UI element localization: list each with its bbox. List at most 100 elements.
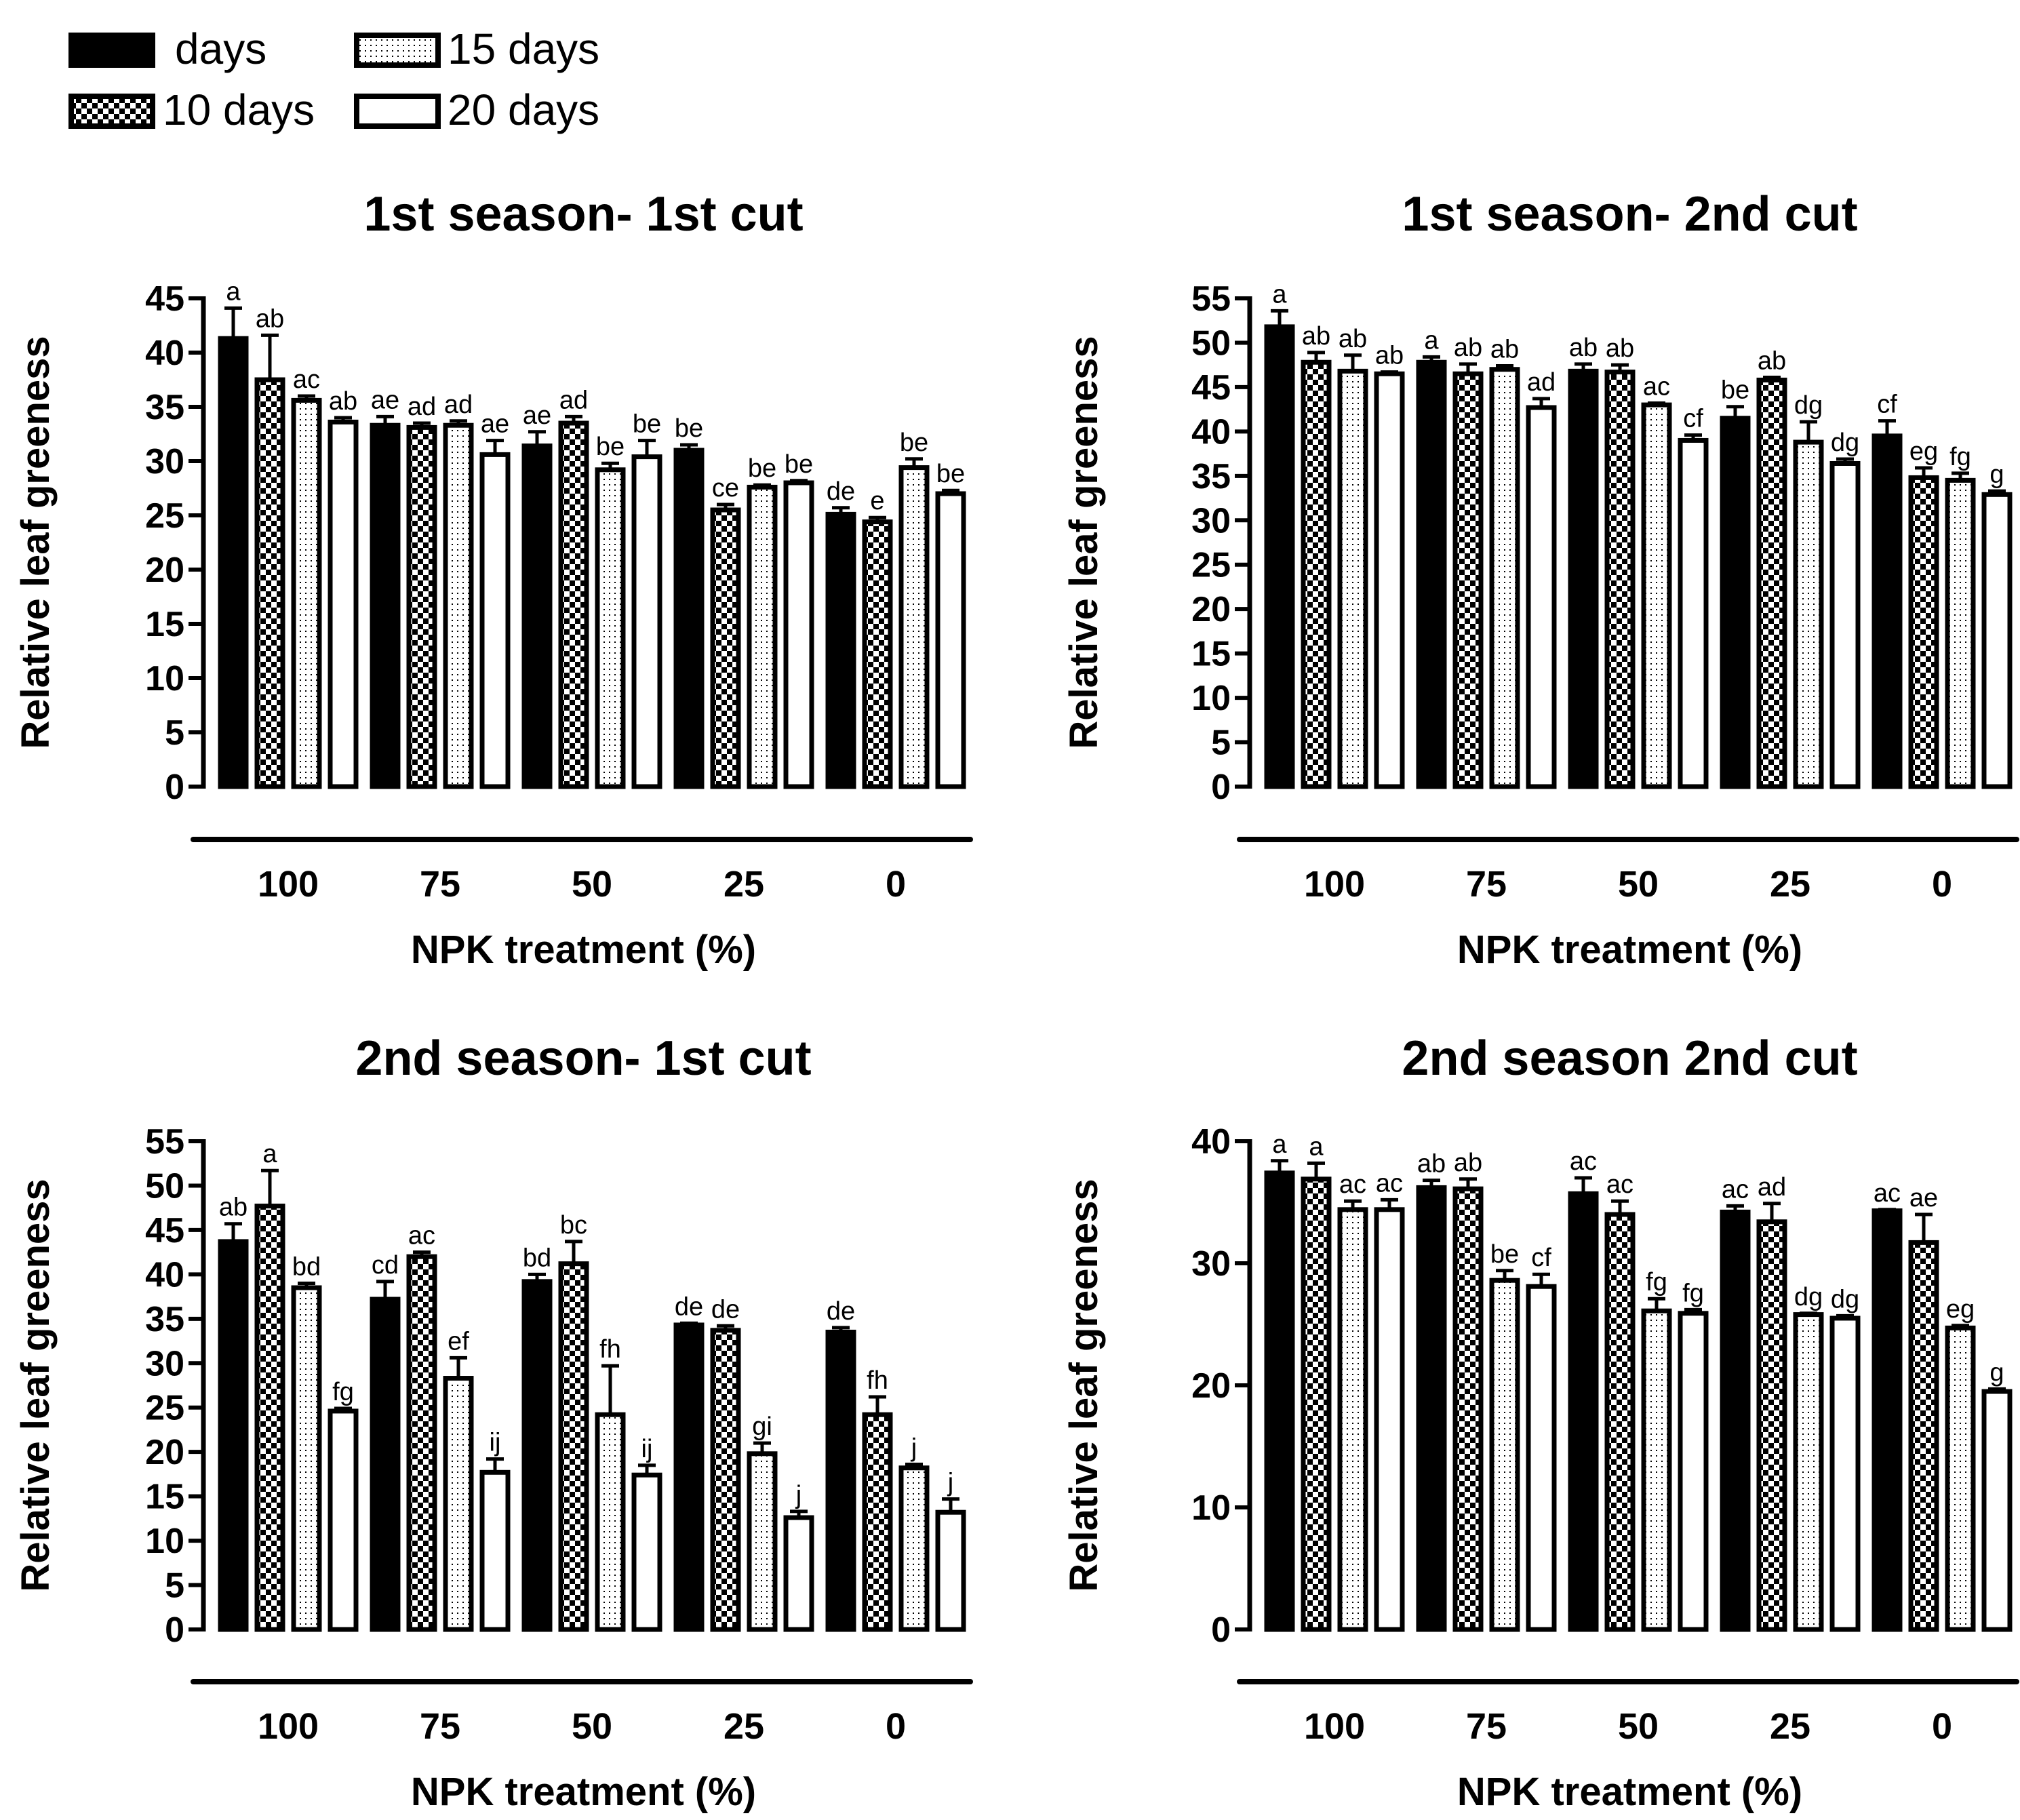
bar-15-days-100 — [291, 1285, 322, 1632]
bar-20-days-75 — [1526, 1284, 1557, 1632]
bar-10-days-50 — [1604, 1212, 1636, 1632]
bar-20-days-0 — [935, 1509, 966, 1632]
x-tick-label: 75 — [420, 1706, 460, 1747]
bar-15-days-75 — [1489, 1278, 1520, 1632]
y-tick-label: 10 — [1191, 1488, 1231, 1528]
bar-letter: be — [785, 450, 813, 479]
bar-letter: de — [675, 1292, 703, 1321]
bar-letter: a — [1309, 1132, 1324, 1161]
y-tick-label: 30 — [145, 442, 184, 481]
bar-letter: ab — [1375, 342, 1404, 370]
bar-letter: ae — [1909, 1184, 1938, 1212]
y-tick-label: 25 — [145, 1389, 184, 1428]
bar-letter: fg — [332, 1378, 354, 1406]
bar-letter: fg — [1682, 1279, 1704, 1307]
bar-20-days-50 — [631, 454, 662, 789]
bar-letter: ac — [1643, 372, 1670, 401]
legend-entry-15-days: 15 days — [354, 24, 599, 73]
y-tick-label: 25 — [1191, 546, 1231, 585]
bar-days-100 — [1264, 324, 1295, 789]
bar-letter: be — [1490, 1240, 1519, 1269]
bar-15-days-0 — [1945, 1325, 1976, 1632]
bar-letter: de — [711, 1295, 740, 1324]
x-tick-label: 50 — [1618, 864, 1659, 905]
bar-15-days-100 — [291, 397, 322, 789]
y-tick-label: 30 — [145, 1344, 184, 1383]
bar-letter: a — [1424, 326, 1439, 355]
bar-20-days-50 — [1678, 437, 1709, 789]
bar-days-50 — [1568, 1191, 1599, 1632]
bar-10-days-75 — [1452, 1186, 1484, 1632]
bar-20-days-25 — [1829, 1315, 1861, 1632]
bar-days-25 — [673, 1322, 705, 1632]
bar-15-days-0 — [898, 465, 930, 789]
bar-days-75 — [370, 1297, 401, 1632]
y-tick-label: 5 — [165, 713, 184, 753]
bar-letter: be — [633, 410, 661, 439]
bar-days-50 — [1568, 368, 1599, 789]
bar-20-days-100 — [1374, 371, 1405, 789]
bar-10-days-50 — [558, 1261, 589, 1632]
panel-title: 1st season- 1st cut — [363, 187, 803, 241]
bar-15-days-0 — [1945, 477, 1976, 789]
legend-label-15-days: 15 days — [448, 24, 599, 73]
bar-10-days-25 — [710, 507, 741, 789]
bar-letter: g — [1989, 460, 2004, 489]
bar-letter: cf — [1877, 391, 1897, 419]
y-tick-label: 20 — [145, 1433, 184, 1472]
bar-letter: ab — [219, 1193, 247, 1222]
y-tick-label: 35 — [145, 1300, 184, 1339]
x-axis-title: NPK treatment (%) — [411, 1770, 756, 1814]
bar-20-days-75 — [479, 1469, 511, 1632]
bar-letter: ae — [371, 386, 399, 414]
bar-15-days-25 — [747, 1451, 778, 1632]
y-tick-label: 10 — [145, 1522, 184, 1561]
bar-letter: ab — [1758, 347, 1786, 376]
y-tick-label: 45 — [145, 279, 184, 319]
y-tick-label: 0 — [1211, 1610, 1231, 1650]
bar-10-days-75 — [406, 1254, 437, 1632]
legend: days 15 days 10 days 20 days — [68, 24, 599, 134]
y-tick-label: 35 — [1191, 457, 1231, 496]
legend-label-20-days: 20 days — [448, 85, 599, 134]
bar-days-100 — [218, 336, 249, 789]
y-tick-label: 40 — [145, 334, 184, 373]
bar-letter: be — [675, 414, 703, 443]
bar-letter: de — [827, 1297, 855, 1326]
x-tick-label: 0 — [1932, 864, 1952, 905]
bar-letter: dg — [1794, 391, 1823, 420]
bar-days-0 — [1872, 433, 1903, 789]
bar-days-0 — [825, 511, 856, 789]
x-tick-label: 0 — [1932, 1706, 1952, 1747]
panel-1st-season-2nd-cut: 1st season- 2nd cut051015202530354045505… — [1062, 187, 2019, 972]
bar-letter: be — [1721, 376, 1749, 405]
y-tick-label: 40 — [1191, 412, 1231, 452]
y-tick-label: 20 — [1191, 1366, 1231, 1406]
y-tick-label: 30 — [1191, 1244, 1231, 1284]
bar-letter: gi — [752, 1412, 772, 1441]
bar-letter: eg — [1909, 437, 1938, 466]
bar-letter: ce — [712, 474, 739, 502]
bar-letter: j — [795, 1481, 801, 1509]
bar-letter: be — [748, 454, 776, 483]
bar-letter: fh — [867, 1366, 888, 1395]
bar-days-25 — [673, 448, 705, 789]
bar-letter: ab — [329, 387, 357, 416]
bar-20-days-25 — [783, 1515, 814, 1632]
bar-20-days-0 — [1981, 1389, 2013, 1632]
bar-letter: dg — [1831, 429, 1859, 457]
y-tick-label: 15 — [1191, 635, 1231, 674]
bar-10-days-50 — [1604, 370, 1636, 789]
bar-letter: ad — [559, 386, 588, 414]
bar-letter: bc — [560, 1211, 587, 1240]
legend-entry-10-days: 10 days — [68, 85, 315, 134]
x-tick-label: 50 — [1618, 1706, 1659, 1747]
bar-letter: cf — [1531, 1244, 1551, 1272]
panel-title: 2nd season- 1st cut — [355, 1031, 811, 1086]
bar-15-days-25 — [1793, 1312, 1824, 1632]
y-tick-label: 40 — [1191, 1122, 1231, 1162]
bar-letter: ab — [1417, 1150, 1446, 1179]
y-tick-label: 25 — [145, 496, 184, 536]
bar-letter: ab — [1302, 322, 1330, 351]
